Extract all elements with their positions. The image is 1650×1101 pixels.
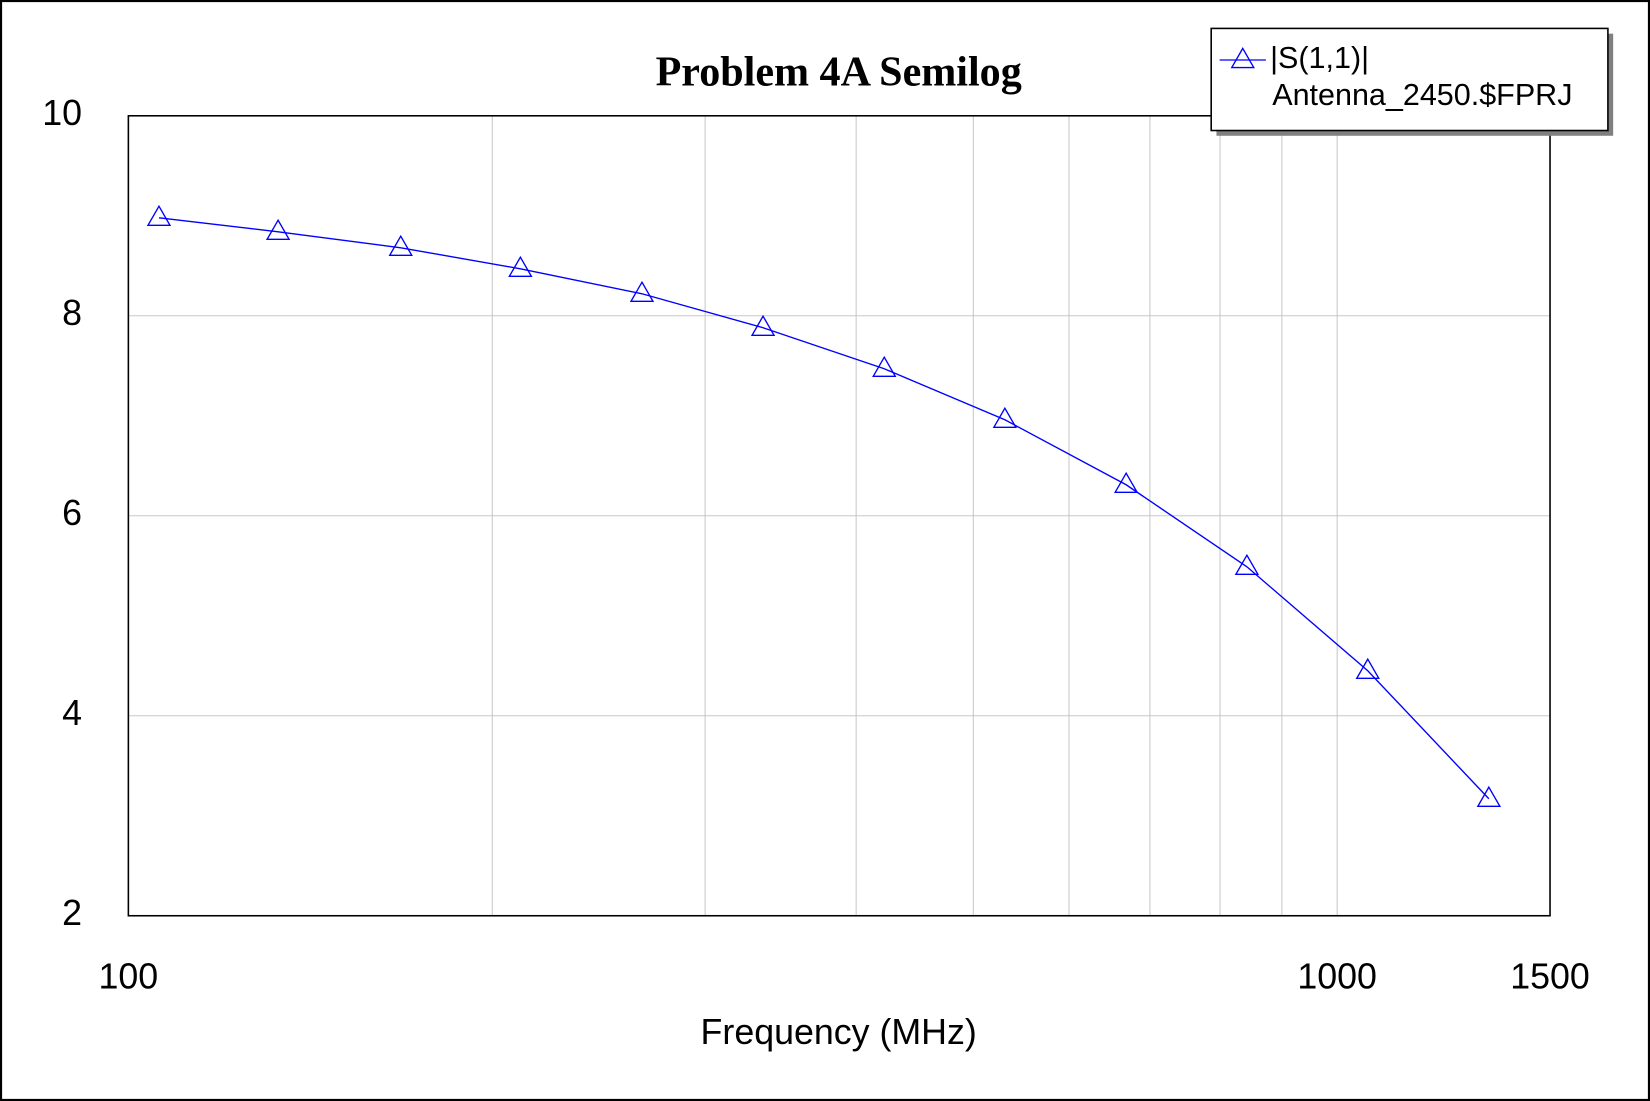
y-tick-label: 10 bbox=[42, 93, 82, 133]
series-line bbox=[158, 217, 1490, 800]
marker bbox=[629, 280, 655, 302]
legend-box bbox=[1210, 27, 1609, 132]
marker bbox=[1234, 553, 1260, 575]
marker bbox=[265, 218, 291, 240]
x-tick-label: 1000 bbox=[1297, 956, 1377, 996]
x-axis-label: Frequency (MHz) bbox=[701, 1012, 977, 1052]
marker bbox=[992, 406, 1018, 428]
marker bbox=[1476, 785, 1502, 807]
chart-title: Problem 4A Semilog bbox=[656, 48, 1022, 95]
marker bbox=[750, 314, 776, 336]
marker bbox=[388, 234, 413, 256]
y-tick-label: 4 bbox=[62, 693, 82, 733]
marker bbox=[1113, 471, 1139, 493]
legend-marker bbox=[1230, 47, 1255, 69]
x-tick-label: 1500 bbox=[1510, 956, 1590, 996]
marker bbox=[508, 255, 533, 277]
marker bbox=[872, 355, 897, 377]
y-tick-label: 8 bbox=[62, 293, 82, 333]
legend-source: Antenna_2450.$FPRJ bbox=[1272, 78, 1572, 112]
legend-label: |S(1,1)| bbox=[1270, 41, 1369, 75]
marker bbox=[146, 204, 172, 226]
plot-border bbox=[127, 114, 1551, 917]
y-tick-label: 6 bbox=[62, 493, 82, 533]
marker bbox=[1355, 657, 1380, 679]
y-tick-label: 2 bbox=[62, 893, 82, 933]
x-tick-label: 100 bbox=[99, 956, 159, 996]
